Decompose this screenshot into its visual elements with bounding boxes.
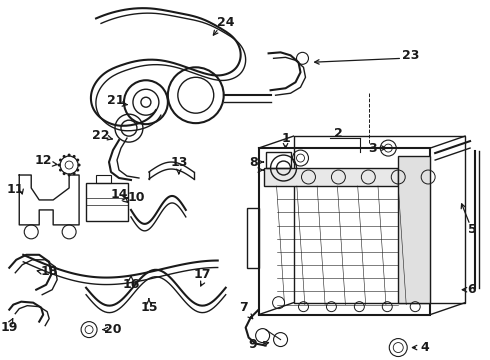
Text: 21: 21	[107, 94, 125, 107]
Circle shape	[76, 158, 79, 162]
Bar	[86, 183, 128, 221]
Bar	[246, 208, 259, 268]
Text: 4: 4	[421, 341, 430, 354]
Bar	[96, 175, 111, 183]
Bar	[294, 136, 465, 303]
Circle shape	[73, 155, 75, 158]
Text: 24: 24	[217, 16, 234, 29]
Circle shape	[63, 172, 66, 175]
Text: 8: 8	[249, 156, 258, 168]
Text: 22: 22	[92, 129, 110, 141]
Text: 15: 15	[140, 301, 158, 314]
Bar	[266, 152, 291, 168]
Circle shape	[73, 172, 75, 175]
Text: 13: 13	[170, 156, 188, 168]
Circle shape	[63, 155, 66, 158]
Bar	[264, 168, 398, 186]
Text: 17: 17	[194, 268, 212, 281]
Circle shape	[59, 158, 62, 162]
Text: 16: 16	[122, 278, 140, 291]
Text: 2: 2	[334, 127, 343, 140]
Text: 9: 9	[248, 338, 257, 351]
Text: 1: 1	[281, 132, 290, 145]
Text: 14: 14	[110, 189, 128, 202]
Text: 18: 18	[41, 265, 58, 278]
Circle shape	[59, 168, 62, 171]
Text: 20: 20	[104, 323, 122, 336]
Bar	[398, 156, 430, 303]
Bar	[259, 148, 430, 315]
Text: 7: 7	[239, 301, 248, 314]
Circle shape	[68, 154, 71, 157]
Text: 6: 6	[468, 283, 476, 296]
Circle shape	[68, 174, 71, 176]
Circle shape	[58, 163, 61, 167]
Text: 23: 23	[401, 49, 419, 62]
Text: 11: 11	[6, 184, 24, 197]
Text: 10: 10	[127, 192, 145, 204]
Circle shape	[77, 163, 80, 167]
Text: 3: 3	[368, 141, 377, 154]
Text: 5: 5	[467, 223, 476, 237]
Text: 19: 19	[0, 321, 18, 334]
Circle shape	[76, 168, 79, 171]
Text: 12: 12	[34, 154, 52, 167]
